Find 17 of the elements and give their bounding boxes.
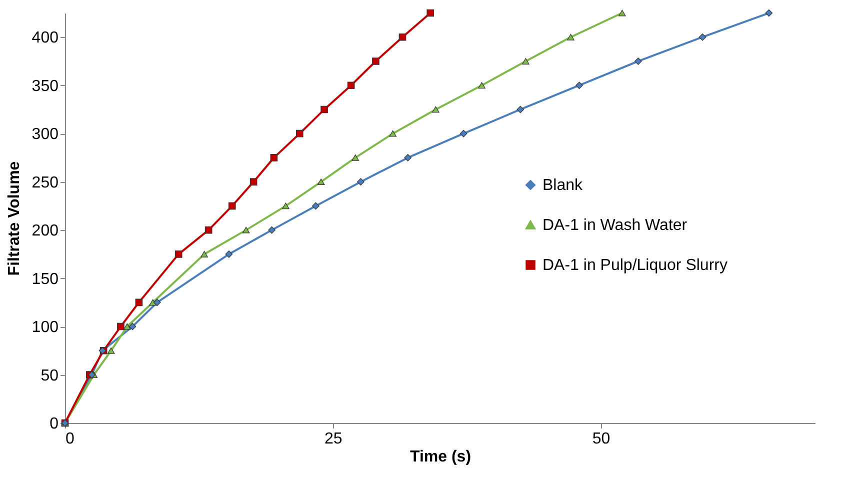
- y-tick-label: 350: [32, 78, 59, 95]
- legend-label: DA-1 in Wash Water: [542, 217, 688, 234]
- y-tick-label: 300: [32, 126, 59, 144]
- y-axis-title: Filtrate Volume: [6, 161, 23, 276]
- x-axis-title: Time (s): [410, 448, 472, 466]
- y-tick-label: 0: [50, 416, 59, 432]
- x-tick-label: 0: [66, 430, 74, 448]
- y-tick-label: 200: [32, 222, 59, 240]
- legend-label: Blank: [542, 177, 584, 194]
- legend-label: DA-1 in Pulp/Liquor Slurry: [542, 257, 728, 274]
- x-tick-label: 50: [592, 430, 610, 448]
- y-tick-label: 400: [32, 30, 59, 47]
- x-tick-label: 25: [324, 430, 342, 448]
- y-tick-label: 250: [32, 174, 59, 192]
- y-tick-label: 100: [32, 319, 59, 336]
- y-tick-label: 50: [40, 367, 59, 384]
- y-tick-label: 150: [32, 270, 59, 288]
